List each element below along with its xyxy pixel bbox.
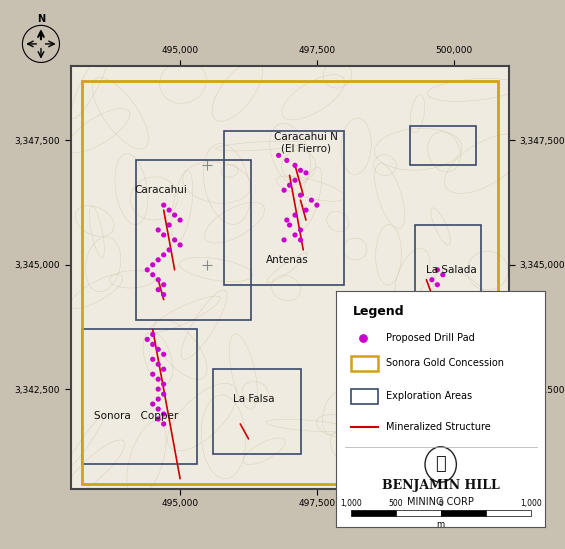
Point: [312, 201, 321, 210]
Point: [159, 281, 168, 289]
Point: [159, 250, 168, 259]
Bar: [81, 329, 197, 464]
Point: [170, 236, 179, 244]
Bar: [136, 160, 251, 320]
Point: [148, 340, 157, 349]
Point: [159, 419, 168, 428]
Text: Proposed Drill Pad: Proposed Drill Pad: [386, 333, 475, 343]
Text: 500: 500: [389, 500, 403, 508]
Point: [154, 276, 163, 284]
Point: [290, 176, 299, 184]
Point: [164, 221, 173, 229]
Text: Legend: Legend: [353, 305, 405, 318]
Point: [159, 201, 168, 210]
Text: Sonora Gold Concession: Sonora Gold Concession: [386, 358, 505, 368]
Text: Exploration Areas: Exploration Areas: [386, 391, 472, 401]
Text: MINING CORP: MINING CORP: [407, 497, 474, 507]
Point: [290, 161, 299, 170]
Point: [159, 380, 168, 389]
Point: [296, 191, 305, 200]
Point: [280, 236, 289, 244]
Bar: [441, 510, 486, 517]
Point: [427, 276, 436, 284]
Point: [148, 270, 157, 279]
Point: [159, 365, 168, 374]
Bar: [351, 510, 396, 517]
Bar: [410, 126, 476, 165]
Point: [143, 335, 152, 344]
Point: [296, 166, 305, 175]
Point: [290, 211, 299, 220]
Point: [433, 281, 442, 289]
Point: [148, 260, 157, 269]
Point: [154, 226, 163, 234]
Point: [159, 390, 168, 399]
Point: [154, 285, 163, 294]
Point: [148, 355, 157, 363]
Point: [282, 216, 292, 225]
Point: [176, 240, 185, 249]
Point: [290, 231, 299, 239]
Text: Caracahui N
(El Fierro): Caracahui N (El Fierro): [274, 132, 338, 154]
Text: La Salada: La Salada: [425, 265, 476, 275]
Text: Antenas: Antenas: [266, 255, 308, 265]
Point: [154, 345, 163, 354]
Point: [148, 370, 157, 379]
Point: [433, 265, 442, 274]
Point: [170, 211, 179, 220]
Point: [282, 156, 292, 165]
Point: [296, 236, 305, 244]
Bar: [351, 389, 378, 404]
Point: [154, 405, 163, 413]
Text: BENJAMIN HILL: BENJAMIN HILL: [382, 479, 499, 492]
Point: [302, 206, 311, 215]
Point: [359, 334, 368, 343]
Text: ⛏: ⛏: [435, 456, 446, 473]
Point: [285, 221, 294, 229]
Bar: [213, 369, 301, 454]
Point: [159, 350, 168, 358]
Point: [143, 265, 152, 274]
Point: [285, 181, 294, 189]
Text: m: m: [437, 520, 445, 529]
Point: [280, 186, 289, 194]
Text: 0: 0: [438, 500, 443, 508]
Point: [154, 395, 163, 404]
Bar: [351, 356, 378, 371]
Bar: [415, 225, 481, 305]
Bar: [486, 510, 531, 517]
Point: [159, 290, 168, 299]
Bar: [224, 131, 344, 285]
Text: Sonora   Copper: Sonora Copper: [94, 412, 179, 422]
Point: [438, 270, 447, 279]
Point: [154, 255, 163, 264]
Point: [176, 216, 185, 225]
Point: [296, 226, 305, 234]
Point: [164, 245, 173, 254]
Point: [148, 330, 157, 339]
Point: [164, 206, 173, 215]
Point: [154, 385, 163, 394]
Point: [274, 151, 283, 160]
Point: [159, 410, 168, 418]
Text: Mineralized Structure: Mineralized Structure: [386, 422, 491, 432]
Text: La Falsa: La Falsa: [233, 394, 275, 404]
Point: [307, 196, 316, 205]
Text: 1,000: 1,000: [520, 500, 541, 508]
Point: [159, 231, 168, 239]
Bar: [396, 510, 441, 517]
Point: [154, 360, 163, 369]
Point: [154, 375, 163, 384]
Text: N: N: [37, 14, 45, 24]
Text: Caracahui: Caracahui: [134, 185, 188, 195]
Text: 1,000: 1,000: [340, 500, 362, 508]
Point: [154, 414, 163, 423]
Point: [148, 400, 157, 408]
Point: [302, 169, 311, 177]
